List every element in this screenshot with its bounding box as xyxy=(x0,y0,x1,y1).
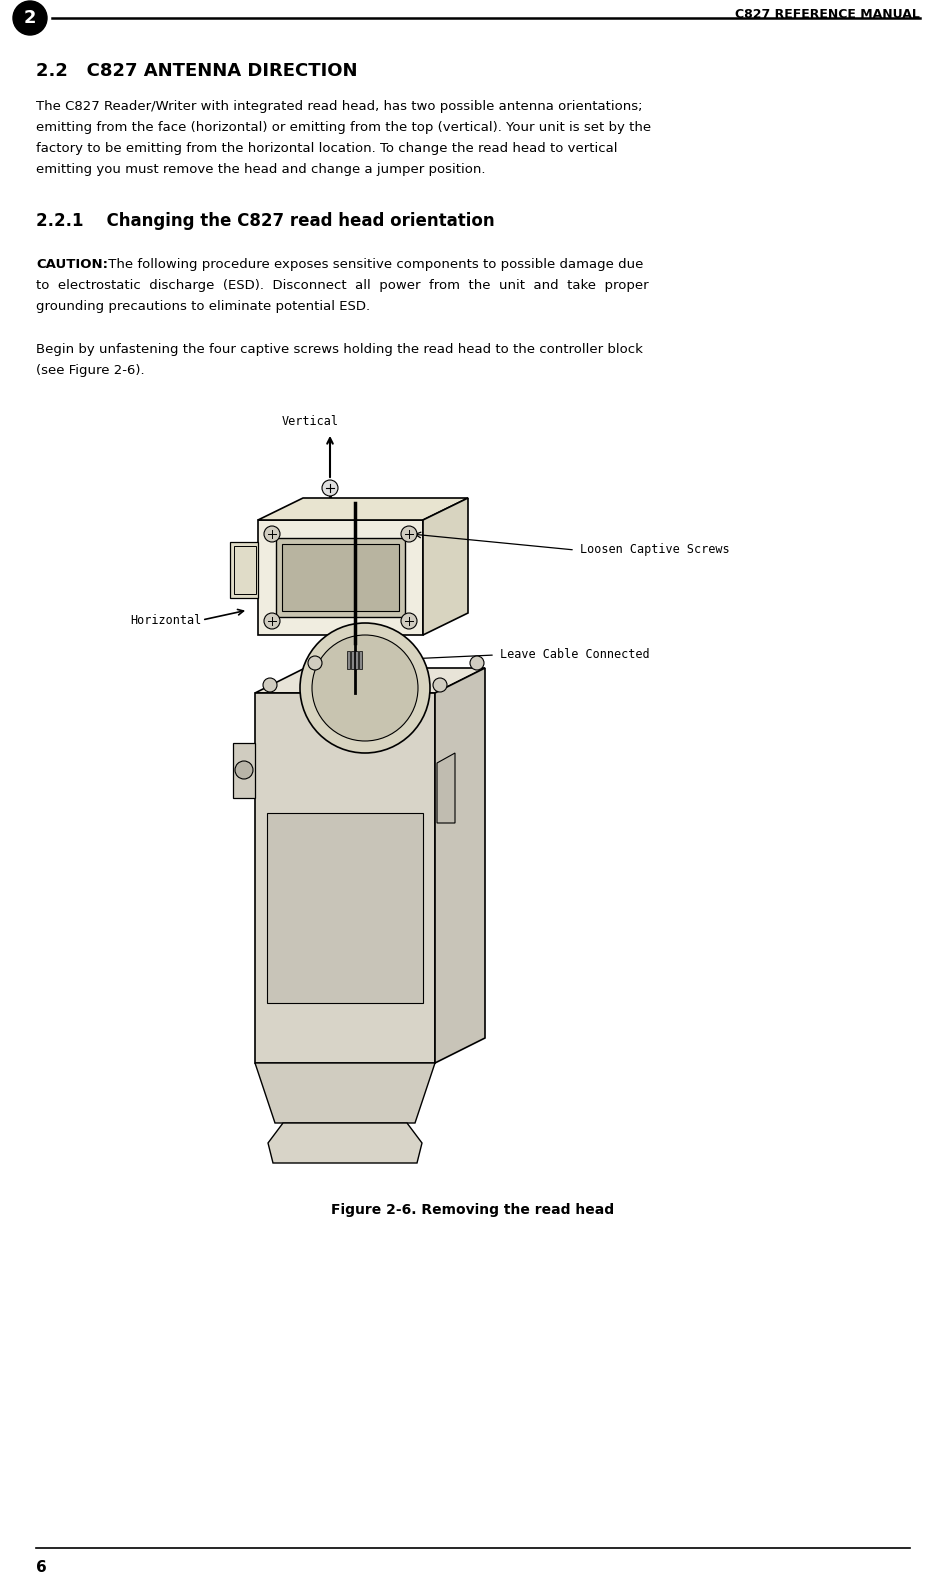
Polygon shape xyxy=(258,497,468,519)
Text: emitting you must remove the head and change a jumper position.: emitting you must remove the head and ch… xyxy=(36,164,485,176)
Polygon shape xyxy=(233,743,255,798)
Polygon shape xyxy=(255,693,435,1062)
Circle shape xyxy=(300,623,430,752)
Circle shape xyxy=(312,634,418,741)
Text: factory to be emitting from the horizontal location. To change the read head to : factory to be emitting from the horizont… xyxy=(36,142,618,154)
Polygon shape xyxy=(423,497,468,634)
Circle shape xyxy=(470,656,484,671)
Text: 2: 2 xyxy=(24,9,36,27)
Circle shape xyxy=(235,760,253,779)
Text: 2.2   C827 ANTENNA DIRECTION: 2.2 C827 ANTENNA DIRECTION xyxy=(36,61,358,80)
Circle shape xyxy=(263,678,277,693)
Circle shape xyxy=(264,526,280,541)
Text: grounding precautions to eliminate potential ESD.: grounding precautions to eliminate poten… xyxy=(36,301,370,313)
Text: Leave Cable Connected: Leave Cable Connected xyxy=(500,648,650,661)
Polygon shape xyxy=(255,667,485,693)
Polygon shape xyxy=(282,545,399,611)
Text: Loosen Captive Screws: Loosen Captive Screws xyxy=(580,543,729,557)
Circle shape xyxy=(322,480,338,496)
Polygon shape xyxy=(230,541,258,598)
Polygon shape xyxy=(267,814,423,1003)
Text: to  electrostatic  discharge  (ESD).  Disconnect  all  power  from  the  unit  a: to electrostatic discharge (ESD). Discon… xyxy=(36,279,649,293)
Bar xyxy=(355,652,358,669)
Text: emitting from the face (horizontal) or emitting from the top (vertical). Your un: emitting from the face (horizontal) or e… xyxy=(36,121,651,134)
Circle shape xyxy=(401,612,417,630)
Bar xyxy=(359,652,362,669)
Text: C827 REFERENCE MANUAL: C827 REFERENCE MANUAL xyxy=(735,8,920,20)
Text: 6: 6 xyxy=(36,1560,46,1574)
Polygon shape xyxy=(255,1062,435,1122)
Polygon shape xyxy=(437,752,455,823)
Text: (see Figure 2-6).: (see Figure 2-6). xyxy=(36,364,145,378)
Polygon shape xyxy=(435,667,485,1062)
Circle shape xyxy=(308,656,322,671)
Circle shape xyxy=(433,678,447,693)
Text: Vertical: Vertical xyxy=(282,416,339,428)
Text: Begin by unfastening the four captive screws holding the read head to the contro: Begin by unfastening the four captive sc… xyxy=(36,343,643,356)
Text: The following procedure exposes sensitive components to possible damage due: The following procedure exposes sensitiv… xyxy=(104,258,643,271)
Text: 2.2.1    Changing the C827 read head orientation: 2.2.1 Changing the C827 read head orient… xyxy=(36,212,495,230)
Circle shape xyxy=(13,2,47,35)
Bar xyxy=(347,652,350,669)
Circle shape xyxy=(264,612,280,630)
Polygon shape xyxy=(276,538,405,617)
Polygon shape xyxy=(258,519,423,634)
Text: CAUTION:: CAUTION: xyxy=(36,258,108,271)
Bar xyxy=(351,652,354,669)
Circle shape xyxy=(401,526,417,541)
Text: Horizontal: Horizontal xyxy=(130,614,201,626)
Text: Figure 2-6. Removing the read head: Figure 2-6. Removing the read head xyxy=(331,1203,615,1217)
Text: The C827 Reader/Writer with integrated read head, has two possible antenna orien: The C827 Reader/Writer with integrated r… xyxy=(36,101,642,113)
Polygon shape xyxy=(268,1122,422,1163)
